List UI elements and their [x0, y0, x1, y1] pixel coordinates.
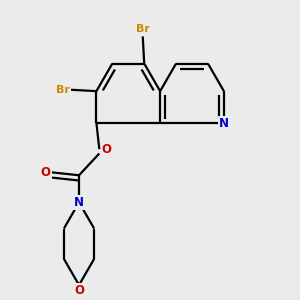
Text: O: O [74, 284, 84, 297]
Text: N: N [74, 196, 84, 209]
Text: O: O [40, 166, 51, 179]
Text: N: N [219, 116, 229, 130]
Text: Br: Br [56, 85, 70, 95]
Text: Br: Br [136, 24, 150, 34]
Text: O: O [101, 142, 112, 156]
